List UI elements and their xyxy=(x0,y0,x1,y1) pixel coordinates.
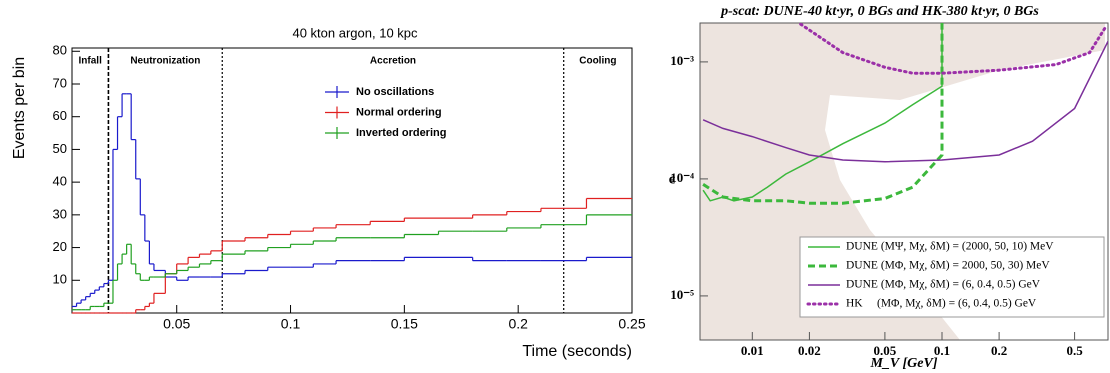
legend-label: No oscillations xyxy=(356,86,434,98)
region-label: Neutronization xyxy=(130,56,200,67)
chart-title: 40 kton argon, 10 kpc xyxy=(292,25,418,40)
y-tick-label: 50 xyxy=(53,141,67,156)
region-label: Accretion xyxy=(370,56,416,67)
y-tick-label: 10⁻⁴ xyxy=(670,170,694,185)
region-label: Infall xyxy=(79,56,103,67)
legend-label: DUNE (MΦ, Mχ, δM) = (6, 0.4, 0.5) GeV xyxy=(846,279,1041,291)
y-axis-label: Events per bin xyxy=(11,57,28,159)
legend-label: Normal ordering xyxy=(356,106,442,118)
x-tick-label: 0.05 xyxy=(163,316,190,332)
y-tick-label: 10 xyxy=(53,272,67,287)
plot-frame xyxy=(699,22,1109,341)
legend-label: Inverted ordering xyxy=(356,127,446,139)
y-axis-label: ϵ xyxy=(669,171,676,187)
legend-label: HK (MΦ, Mχ, δM) = (6, 0.4, 0.5) GeV xyxy=(846,298,1037,310)
x-tick-label: 0.5 xyxy=(1066,343,1083,358)
y-tick-label: 40 xyxy=(53,174,67,189)
right-chart: p-scat: DUNE-40 kt·yr, 0 BGs and HK-380 … xyxy=(669,4,1109,371)
legend-label: DUNE (MΦ, Mχ, δM) = 2000, 50, 30) MeV xyxy=(846,260,1050,272)
x-tick-label: 0.1 xyxy=(934,343,950,358)
y-tick-label: 10⁻³ xyxy=(670,53,694,68)
series-line xyxy=(799,23,1108,75)
y-tick-label: 20 xyxy=(53,239,67,254)
x-tick-label: 0.01 xyxy=(741,343,764,358)
left-chart: 40 kton argon, 10 kpc Time (seconds) Eve… xyxy=(11,25,646,360)
x-tick-label: 0.25 xyxy=(618,316,645,332)
series-line xyxy=(702,40,1108,163)
region-label: Cooling xyxy=(579,56,616,67)
chart-title: p-scat: DUNE-40 kt·yr, 0 BGs and HK-380 … xyxy=(720,4,1039,19)
legend-label: DUNE (MΨ, Mχ, δM) = (2000, 50, 10) MeV xyxy=(846,241,1054,253)
x-axis-label: M_V [GeV] xyxy=(869,356,937,371)
x-tick-label: 0.05 xyxy=(874,343,897,358)
y-tick-label: 10⁻⁵ xyxy=(670,287,694,302)
x-tick-label: 0.1 xyxy=(281,316,301,332)
x-tick-label: 0.02 xyxy=(798,343,821,358)
x-tick-label: 0.2 xyxy=(991,343,1007,358)
x-tick-label: 0.15 xyxy=(391,316,418,332)
plot-frame xyxy=(71,47,633,314)
x-axis-label: Time (seconds) xyxy=(522,343,632,360)
legend-box xyxy=(799,236,1105,318)
y-tick-label: 30 xyxy=(53,206,67,221)
y-tick-label: 70 xyxy=(53,75,67,90)
series-line xyxy=(702,23,944,205)
y-tick-label: 80 xyxy=(53,43,67,58)
y-tick-label: 60 xyxy=(53,108,67,123)
x-tick-label: 0.2 xyxy=(508,316,528,332)
